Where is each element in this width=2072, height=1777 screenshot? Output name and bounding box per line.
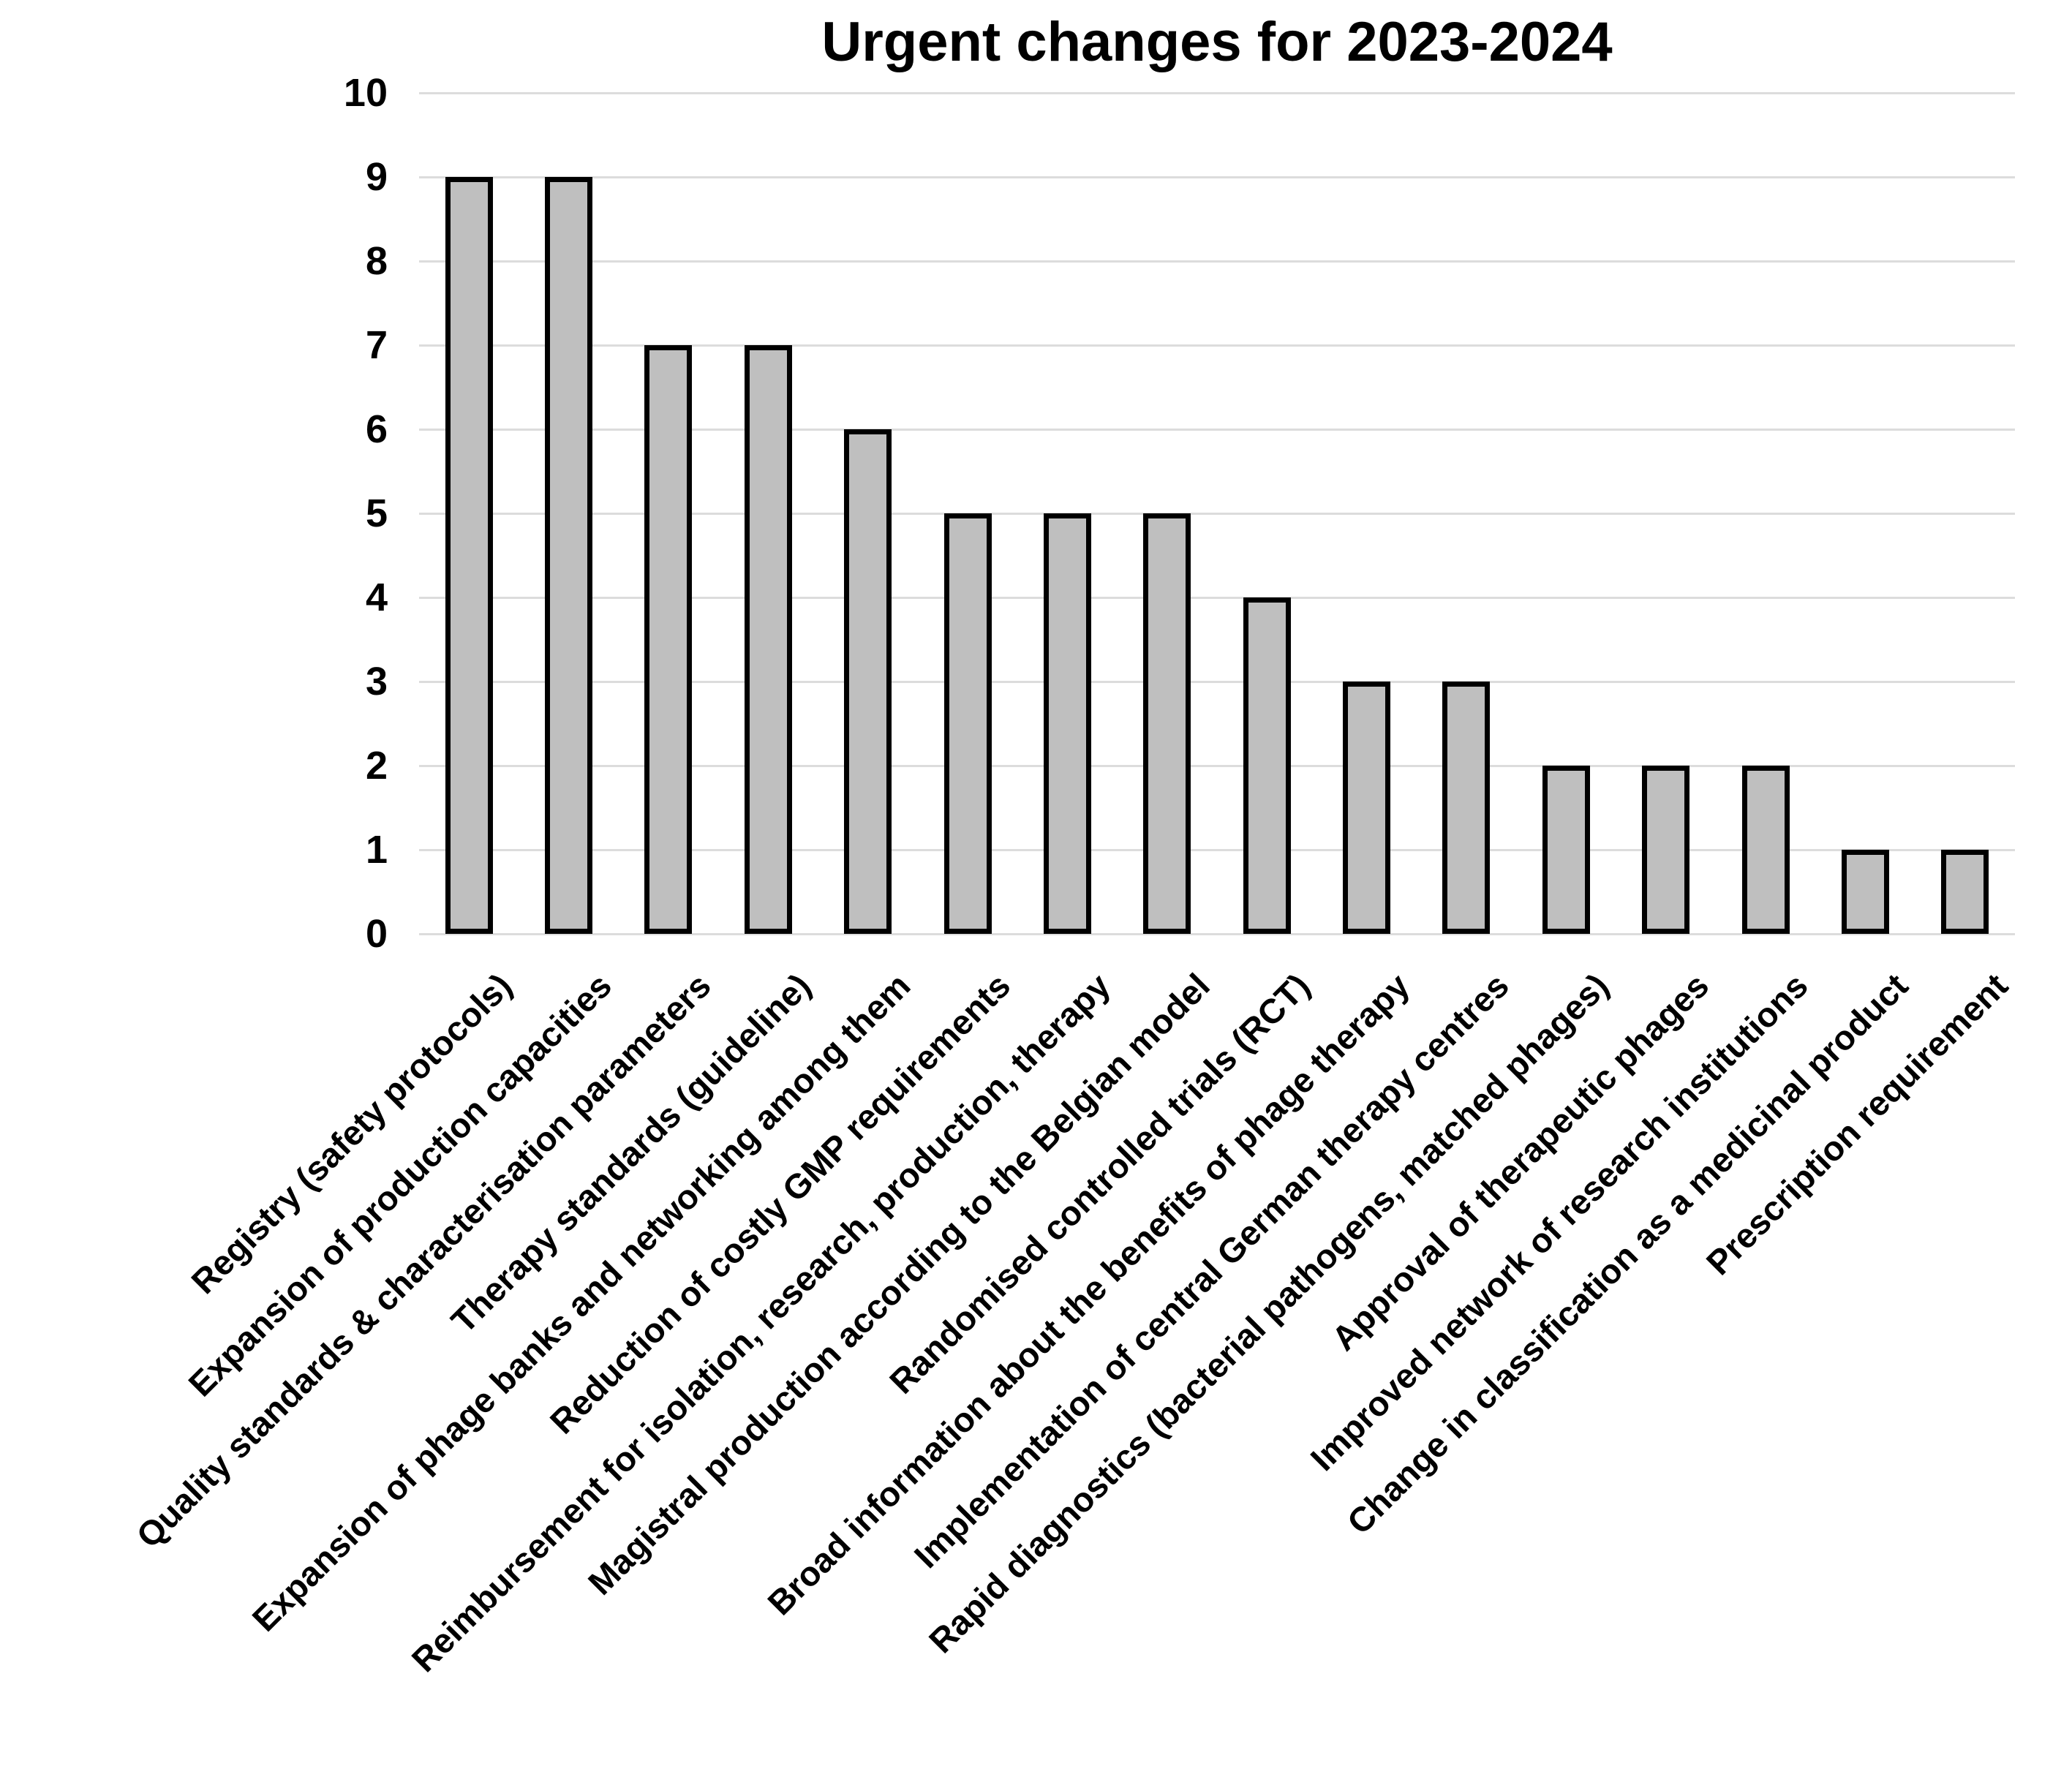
y-axis-tick-label: 10	[343, 71, 388, 115]
grid-line	[419, 848, 2015, 851]
bar	[1442, 682, 1491, 934]
y-axis-tick-label: 5	[365, 491, 388, 535]
y-axis-tick-label: 2	[365, 744, 388, 788]
y-axis-tick-label: 0	[365, 912, 388, 956]
grid-line	[419, 176, 2015, 178]
y-axis-tick-label: 1	[365, 828, 388, 872]
bar	[1243, 597, 1291, 934]
grid-line	[419, 91, 2015, 94]
bar	[1143, 513, 1191, 934]
bar	[1542, 766, 1590, 934]
y-axis-tick-label: 6	[365, 407, 388, 451]
bar	[1841, 850, 1889, 934]
grid-line	[419, 596, 2015, 599]
bar	[1043, 513, 1091, 934]
bar	[1741, 766, 1790, 934]
bar	[943, 513, 992, 934]
y-axis-tick-label: 9	[365, 155, 388, 199]
grid-line	[419, 932, 2015, 935]
y-axis-tick-label: 4	[365, 576, 388, 619]
y-axis-tick-label: 8	[365, 239, 388, 283]
grid-line	[419, 764, 2015, 767]
bar	[1642, 766, 1690, 934]
grid-line	[419, 428, 2015, 431]
x-axis-category-label: Therapy standards (guideline)	[443, 965, 818, 1340]
x-axis-category-label: Broad information about the benefits of …	[759, 965, 1417, 1623]
bar	[744, 345, 792, 934]
grid-line	[419, 680, 2015, 683]
grid-line	[419, 260, 2015, 263]
x-axis-category-label: Reduction of costly GMP requirements	[542, 965, 1018, 1441]
y-axis-tick-label: 7	[365, 323, 388, 367]
bar	[545, 177, 593, 934]
chart-title: Urgent changes for 2023-2024	[821, 11, 1613, 73]
bar	[644, 345, 693, 934]
bar	[844, 429, 892, 934]
bar	[1343, 682, 1391, 934]
y-axis-tick-label: 3	[365, 660, 388, 703]
grid-line	[419, 344, 2015, 347]
bar	[445, 177, 493, 934]
grid-line	[419, 512, 2015, 515]
bar	[1941, 850, 1989, 934]
